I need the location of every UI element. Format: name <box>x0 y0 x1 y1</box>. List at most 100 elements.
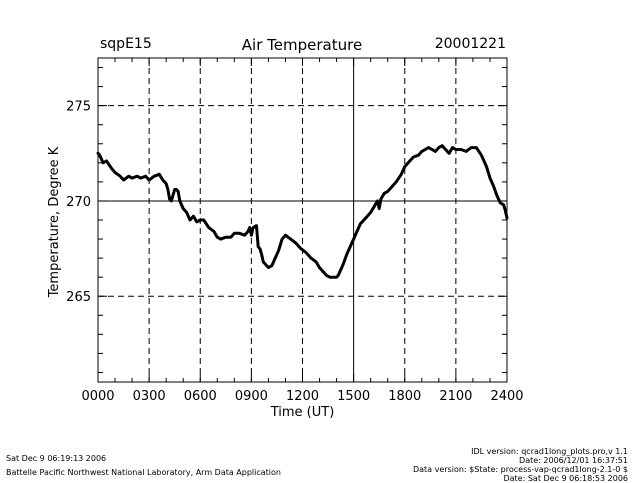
data-point <box>377 207 381 210</box>
data-point <box>280 237 284 241</box>
data-point <box>199 218 202 222</box>
data-point <box>420 150 423 153</box>
data-point <box>386 190 389 193</box>
data-point <box>427 146 430 149</box>
data-point <box>168 197 171 201</box>
data-point <box>127 174 130 178</box>
data-point <box>188 218 192 222</box>
data-point <box>504 209 507 212</box>
data-point <box>447 152 451 155</box>
data-point <box>98 154 101 157</box>
data-point <box>325 274 328 277</box>
footer-version-info: IDL version: qcrad1long_plots.pro,v 1.1 … <box>413 447 628 483</box>
x-tick-label: 2400 <box>490 389 523 404</box>
data-point <box>480 154 483 157</box>
data-point <box>164 182 168 185</box>
y-tick-label: 275 <box>66 100 91 115</box>
data-point <box>130 176 134 180</box>
date-label: 20001221 <box>434 36 506 52</box>
data-point <box>238 232 241 235</box>
data-point <box>459 148 463 151</box>
data-point <box>122 178 125 182</box>
data-point <box>118 174 122 178</box>
y-axis-label: Temperature, Degree K <box>47 146 62 298</box>
data-point <box>362 218 366 222</box>
data-point <box>113 171 117 174</box>
data-point <box>498 201 502 205</box>
data-point <box>328 275 331 279</box>
data-point <box>485 165 488 168</box>
data-point <box>267 266 270 269</box>
data-point <box>171 194 175 197</box>
x-tick-label: 1800 <box>388 389 421 404</box>
data-point <box>437 146 441 149</box>
data-point <box>110 167 113 170</box>
data-point <box>400 173 403 176</box>
data-point <box>406 161 410 165</box>
data-point <box>379 197 383 201</box>
data-point <box>338 270 342 273</box>
data-point <box>202 218 205 222</box>
data-point <box>502 203 505 206</box>
data-point <box>470 146 473 149</box>
x-tick-label: 0300 <box>133 389 166 404</box>
data-point <box>395 180 398 184</box>
x-tick-label: 0000 <box>81 389 114 404</box>
data-point <box>246 230 250 233</box>
data-point <box>434 150 437 153</box>
data-point <box>352 237 355 241</box>
footer-organization: Battelle Pacific Northwest National Labo… <box>6 468 281 477</box>
data-point <box>349 245 352 248</box>
data-point <box>444 148 447 151</box>
data-point <box>294 241 297 245</box>
data-point <box>314 260 318 264</box>
data-point <box>454 148 458 151</box>
data-point <box>258 247 262 250</box>
data-point <box>505 216 509 220</box>
data-point <box>376 199 379 203</box>
data-point <box>96 152 100 155</box>
data-point <box>229 235 233 239</box>
data-point <box>284 234 287 237</box>
data-point <box>274 256 277 260</box>
data-point <box>185 211 188 214</box>
data-point <box>464 150 468 153</box>
data-point <box>372 205 376 208</box>
data-point <box>166 188 170 191</box>
data-point <box>342 262 345 266</box>
data-point <box>212 230 216 233</box>
data-point <box>441 144 444 147</box>
data-point <box>475 146 478 149</box>
data-point <box>147 178 151 182</box>
station-label: sqpE15 <box>100 36 152 52</box>
data-point <box>299 247 302 250</box>
data-point <box>309 256 313 260</box>
data-point <box>153 174 156 178</box>
data-point <box>270 264 274 267</box>
x-axis-label: Time (UT) <box>270 405 335 420</box>
data-point <box>366 214 369 218</box>
data-point <box>424 148 427 151</box>
data-point <box>335 275 338 279</box>
data-point <box>331 275 335 279</box>
data-point <box>321 270 325 273</box>
data-point <box>383 192 386 195</box>
y-tick-label: 265 <box>66 290 91 305</box>
x-tick-label: 1500 <box>337 389 370 404</box>
data-point <box>318 266 321 269</box>
chart-title: Air Temperature <box>241 36 363 54</box>
footer-version-line: Date: 2006/12/01 16:37:51 <box>519 456 628 465</box>
data-point <box>182 207 185 210</box>
data-point <box>495 194 498 197</box>
data-point <box>173 188 176 191</box>
data-point <box>262 260 265 264</box>
data-point <box>195 220 199 224</box>
data-point <box>170 199 173 203</box>
data-point <box>304 251 308 254</box>
data-point <box>337 274 340 277</box>
data-point <box>403 165 406 168</box>
data-point <box>255 224 258 227</box>
data-point <box>219 237 222 241</box>
data-point <box>248 226 251 229</box>
